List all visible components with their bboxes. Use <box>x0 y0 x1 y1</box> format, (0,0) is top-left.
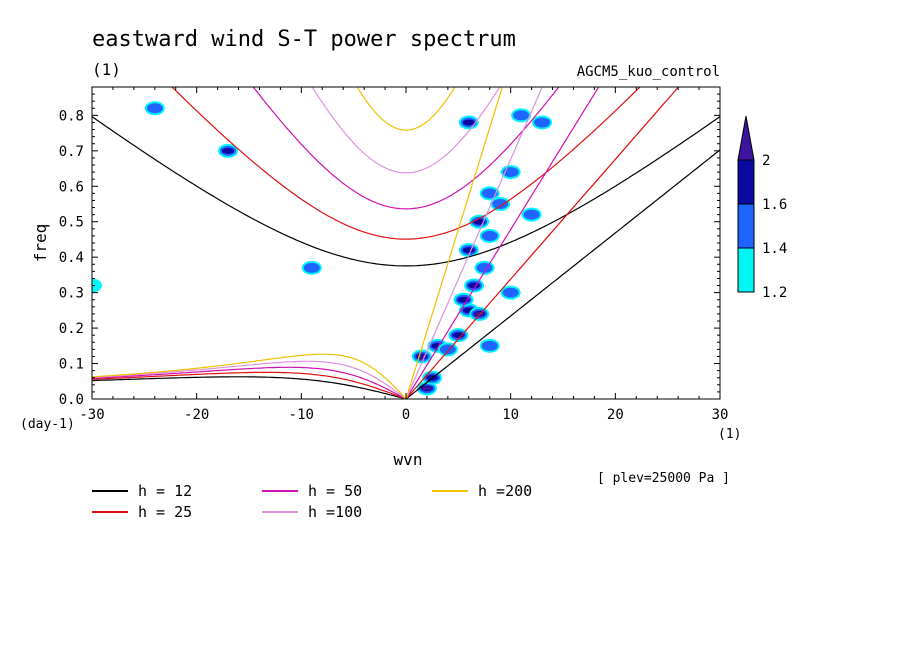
spectrum-blob <box>462 247 475 254</box>
y-tick-label: 0.0 <box>59 392 84 408</box>
x-tick-label: 30 <box>712 407 729 423</box>
dispersion-curves <box>92 87 720 399</box>
x-tick-label: 20 <box>607 407 624 423</box>
ig-curve-25 <box>171 87 641 240</box>
spectrum-blob <box>439 344 456 355</box>
x-tick-label: -20 <box>184 407 209 423</box>
y-tick-label: 0.1 <box>59 357 84 373</box>
colorbar-label: 1.6 <box>762 197 787 213</box>
colorbar-arrow <box>737 115 755 161</box>
rossby-curve-25 <box>92 371 407 399</box>
ig-curve-50 <box>252 87 560 210</box>
spectrum-blob <box>462 119 475 126</box>
y-tick-label: 0.3 <box>59 286 84 302</box>
colorbar-label: 1.2 <box>762 285 787 301</box>
colorbar-label: 2 <box>762 153 770 169</box>
spectrum-blob <box>534 117 551 128</box>
x-axis-label: wvn <box>394 450 423 469</box>
kelvin-curve-200 <box>405 87 503 399</box>
y-tick-label: 0.2 <box>59 321 84 337</box>
legend-label: h =200 <box>478 482 532 500</box>
title-unit: (1) <box>92 60 121 79</box>
ig-curve-200 <box>356 87 456 131</box>
rossby-curve-50 <box>92 366 407 399</box>
y-tick-label: 0.5 <box>59 215 84 231</box>
rossby-curve-200 <box>92 353 407 399</box>
legend-label: h = 50 <box>308 482 362 500</box>
colorbar-segment <box>737 247 755 293</box>
y-tick-label: 0.7 <box>59 144 84 160</box>
y-axis-label: freq <box>31 224 50 263</box>
spectrum-blob <box>222 147 235 154</box>
x-tick-label: 10 <box>502 407 519 423</box>
legend-label: h =100 <box>308 503 362 521</box>
spectrum-blob <box>452 332 465 339</box>
y-tick-label: 0.6 <box>59 179 84 195</box>
kelvin-curve-12 <box>405 149 720 399</box>
kelvin-curve-25 <box>405 87 680 399</box>
legend: h = 12 h = 25 h = 50 h =100 h =200 <box>92 482 532 521</box>
rossby-curve-100 <box>92 360 407 399</box>
spectrum-blob <box>481 340 498 351</box>
ig-curve-100 <box>311 87 501 174</box>
spectrum-blob <box>421 386 432 391</box>
rossby-curve-12 <box>92 376 407 399</box>
ig-curve-12 <box>92 116 720 267</box>
kelvin-curve-50 <box>405 87 600 399</box>
spectrum-blob <box>92 278 102 293</box>
y-tick-label: 0.8 <box>59 108 84 124</box>
colorbar-label: 1.4 <box>762 241 787 257</box>
x-tick-label: 0 <box>402 407 410 423</box>
kelvin-curve-100 <box>405 87 543 399</box>
y-unit-label: (day-1) <box>20 417 75 432</box>
spectrum-blob <box>502 287 519 298</box>
spectrum-blob <box>481 188 498 199</box>
x-unit-label: (1) <box>718 427 741 442</box>
x-axis-ticks: -30 -20 -10 0 10 20 30 <box>79 87 728 423</box>
spectrum-blob <box>513 110 530 121</box>
chart-title: eastward wind S-T power spectrum <box>92 27 516 52</box>
colorbar-segment <box>737 203 755 249</box>
spectrum-blob <box>492 199 509 209</box>
legend-label: h = 12 <box>138 482 192 500</box>
y-axis-ticks: 0.0 0.1 0.2 0.3 0.4 0.5 0.6 0.7 0.8 <box>59 93 720 408</box>
plev-note: [ plev=25000 Pa ] <box>597 471 730 486</box>
spectrum-blob <box>146 103 163 114</box>
colorbar-segment <box>737 159 755 205</box>
x-tick-label: -10 <box>289 407 314 423</box>
x-tick-label: -30 <box>79 407 104 423</box>
y-tick-label: 0.4 <box>59 250 84 266</box>
spectrum-blob <box>303 262 320 273</box>
colorbar: 1.2 1.4 1.6 2 <box>737 115 787 301</box>
model-label: AGCM5_kuo_control <box>577 64 720 80</box>
legend-label: h = 25 <box>138 503 192 521</box>
plot-frame <box>91 86 721 400</box>
spectrum-blob <box>523 209 540 220</box>
spectrum-blob <box>481 230 498 241</box>
